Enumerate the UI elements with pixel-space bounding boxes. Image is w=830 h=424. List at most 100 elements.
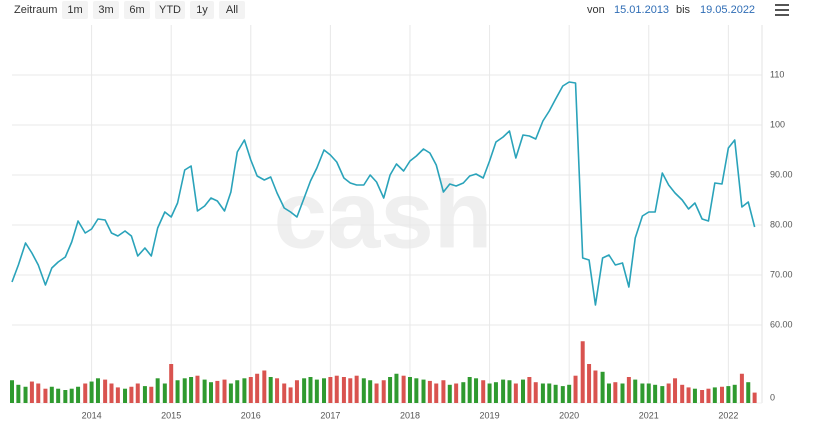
volume-bar [142, 386, 147, 403]
volume-bar [626, 377, 631, 403]
volume-bar [189, 377, 194, 403]
x-tick-label: 2022 [718, 410, 738, 420]
x-tick-label: 2014 [82, 410, 102, 420]
y-tick-label: 100 [770, 119, 785, 129]
menu-bar [775, 4, 789, 6]
volume-bar [692, 388, 697, 403]
volume-bar [560, 386, 565, 403]
volume-bar [547, 383, 552, 403]
from-date[interactable]: 15.01.2013 [614, 4, 669, 16]
volume-bar [732, 384, 737, 403]
volume-bar [294, 380, 299, 403]
volume-bar [348, 378, 353, 403]
x-tick-label: 2017 [320, 410, 340, 420]
volume-bar [135, 383, 140, 403]
y-tick-label: 110 [770, 69, 784, 79]
button-label: 1m [67, 4, 82, 16]
watermark: cash [274, 161, 493, 268]
y2-tick-label: 0 [770, 392, 775, 402]
volume-bar [36, 383, 41, 403]
volume-bar [427, 380, 432, 403]
volume-bar [653, 384, 658, 403]
volume-bar [746, 382, 751, 403]
volume-bar [580, 341, 585, 403]
volume-bar [10, 380, 14, 403]
volume-bar [680, 384, 685, 403]
to-label: bis [676, 4, 691, 16]
x-tick-label: 2018 [400, 410, 420, 420]
volume-bar [29, 381, 34, 403]
volume-bar [434, 383, 439, 403]
volume-bar [235, 380, 240, 403]
volume-bar [334, 375, 339, 403]
volume-bar [328, 377, 333, 403]
volume-bar [83, 383, 88, 403]
range-button[interactable]: 1m [62, 1, 88, 19]
volume-bar [640, 383, 645, 403]
volume-bar [620, 383, 625, 403]
volume-bar [600, 371, 605, 403]
x-tick-label: 2015 [161, 410, 181, 420]
menu-icon[interactable] [775, 4, 789, 16]
volume-bar [255, 373, 260, 403]
volume-bar [155, 378, 160, 403]
range-button[interactable]: 1y [190, 1, 214, 19]
price-line [11, 81, 756, 306]
volume-bar [322, 378, 327, 403]
volume-bar [228, 383, 233, 403]
volume-bar [63, 390, 68, 403]
x-tick-label: 2016 [241, 410, 261, 420]
volume-bar [493, 382, 498, 403]
y-tick-label: 90.00 [770, 169, 793, 179]
button-bg [190, 1, 214, 19]
range-button[interactable]: 3m [93, 1, 119, 19]
volume-bar [288, 387, 293, 403]
y-tick-label: 60.00 [770, 319, 793, 329]
volume-bar [587, 364, 592, 403]
volume-bar [633, 379, 638, 403]
volume-bar [706, 388, 711, 403]
volume-bar [700, 390, 705, 403]
range-button[interactable]: 6m [124, 1, 150, 19]
volume-bar [752, 392, 757, 403]
volume-bar [129, 386, 134, 403]
volume-bar [282, 383, 287, 403]
volume-bar [123, 388, 128, 403]
volume-bar [739, 373, 744, 403]
volume-bar [712, 387, 717, 403]
volume-bar [374, 383, 379, 403]
volume-bar [513, 383, 518, 403]
volume-bar [208, 382, 213, 403]
x-tick-label: 2021 [639, 410, 659, 420]
volume-bar [507, 380, 512, 403]
button-label: 1y [196, 4, 208, 16]
volume-bar [222, 379, 227, 403]
volume-bar [381, 380, 386, 403]
volume-bar [553, 384, 558, 403]
volume-bar [573, 375, 578, 403]
volume-bar [16, 384, 21, 403]
range-button[interactable]: YTD [155, 1, 185, 19]
volume-bar [49, 386, 54, 403]
volume-bar [467, 377, 472, 403]
button-label: YTD [159, 4, 181, 16]
volume-bar [474, 378, 479, 403]
button-label: 3m [98, 4, 113, 16]
volume-bar [23, 386, 28, 403]
volume-bar [162, 383, 167, 403]
volume-bar [314, 379, 319, 403]
volume-bar [487, 383, 492, 403]
volume-bar [401, 375, 406, 403]
volume-bar [149, 386, 154, 403]
plot-background [12, 25, 763, 404]
range-button[interactable]: All [219, 1, 245, 19]
volume-bar [175, 380, 180, 403]
button-bg [219, 1, 245, 19]
to-date[interactable]: 19.05.2022 [700, 4, 755, 16]
volume-bar [501, 379, 506, 403]
volume-bar [43, 388, 48, 403]
volume-bar [686, 387, 691, 403]
button-bg [155, 1, 185, 19]
volume-bar [421, 379, 426, 403]
